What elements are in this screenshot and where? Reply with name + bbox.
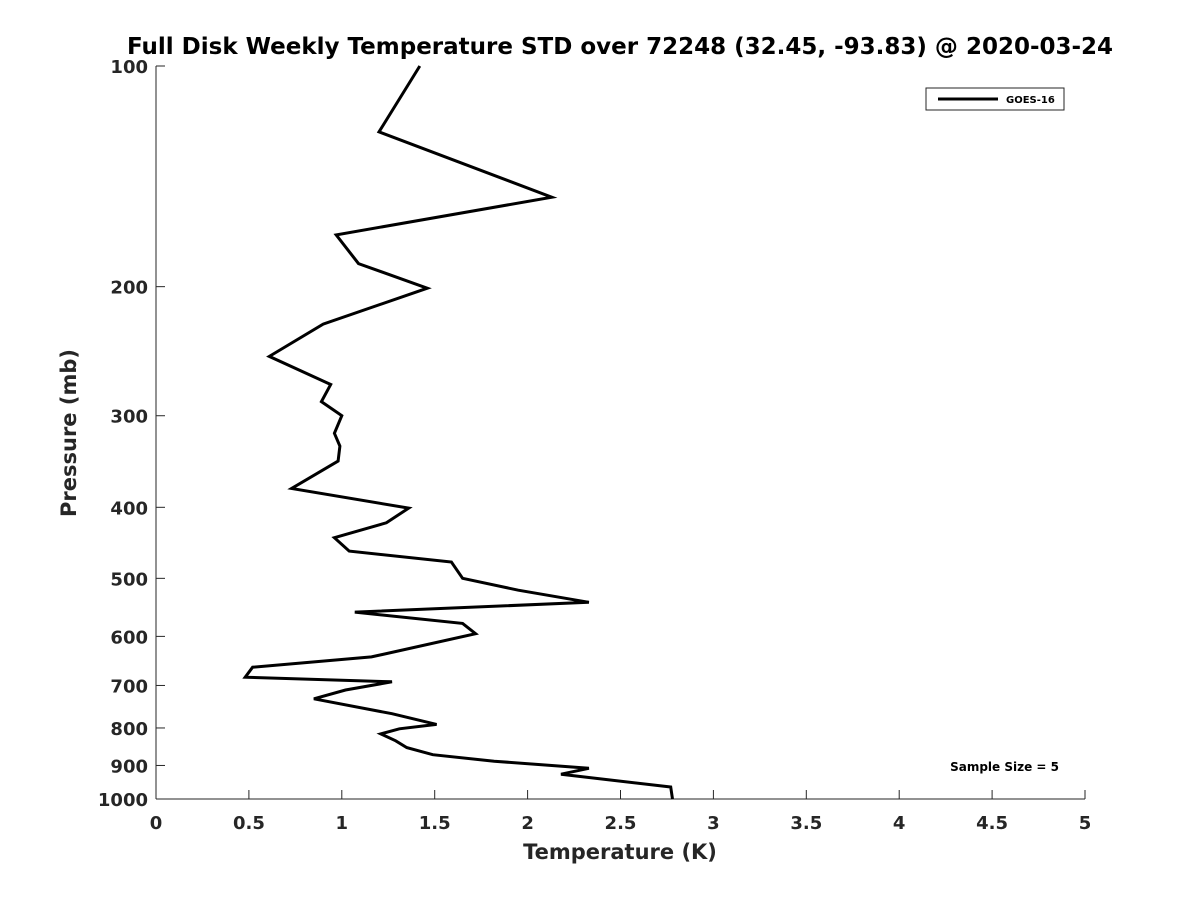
y-axis-label: Pressure (mb) (57, 349, 81, 517)
chart-title: Full Disk Weekly Temperature STD over 72… (127, 34, 1113, 60)
x-tick-label: 2 (521, 813, 534, 834)
x-tick-label: 1 (336, 813, 349, 834)
x-axis-ticks: 0 0.5 1 1.5 2 2.5 3 3.5 4 4.5 5 (150, 790, 1092, 834)
x-tick-label: 0.5 (233, 813, 265, 834)
x-axis-label: Temperature (K) (523, 840, 717, 864)
y-tick-label: 400 (110, 498, 148, 519)
y-tick-label: 300 (110, 407, 148, 428)
series-layer (242, 65, 674, 800)
y-tick-label: 900 (110, 756, 148, 777)
y-tick-label: 500 (110, 569, 148, 590)
legend-label: GOES-16 (1006, 95, 1055, 106)
x-tick-label: 5 (1079, 813, 1092, 834)
plot-area (156, 66, 1085, 799)
y-tick-label: 200 (110, 278, 148, 299)
y-tick-label: 800 (110, 719, 148, 740)
y-tick-label: 600 (110, 627, 148, 648)
x-tick-label: 3.5 (790, 813, 822, 834)
series-line-0 (242, 65, 674, 800)
x-tick-label: 4.5 (976, 813, 1008, 834)
x-tick-label: 1.5 (419, 813, 451, 834)
y-tick-label: 1000 (98, 790, 148, 811)
y-axis-ticks: 100 200 300 400 500 600 700 800 900 1000 (98, 57, 165, 811)
x-tick-label: 4 (893, 813, 906, 834)
sample-size-annotation: Sample Size = 5 (950, 760, 1059, 774)
x-tick-label: 0 (150, 813, 163, 834)
x-tick-label: 2.5 (605, 813, 637, 834)
legend: GOES-16 (925, 87, 1065, 111)
y-tick-label: 700 (110, 676, 148, 697)
y-tick-label: 100 (110, 57, 148, 78)
x-tick-label: 3 (707, 813, 720, 834)
